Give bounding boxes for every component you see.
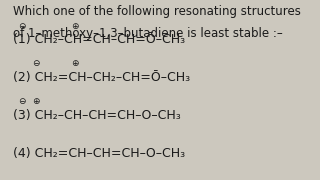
Text: (1) CH₂–CH=CH–CH=Ō–CH₃: (1) CH₂–CH=CH–CH=Ō–CH₃ bbox=[13, 33, 185, 46]
Text: ⊖: ⊖ bbox=[19, 22, 26, 31]
Text: ⊖: ⊖ bbox=[32, 59, 40, 68]
Text: (2) CH₂=CH–CH₂–CH=Ō–CH₃: (2) CH₂=CH–CH₂–CH=Ō–CH₃ bbox=[13, 71, 190, 84]
Text: (3) CH₂–CH–CH=CH–O–CH₃: (3) CH₂–CH–CH=CH–O–CH₃ bbox=[13, 109, 180, 122]
Text: ⊕: ⊕ bbox=[32, 97, 39, 106]
Text: (4) CH₂=CH–CH=CH–O–CH₃: (4) CH₂=CH–CH=CH–O–CH₃ bbox=[13, 147, 185, 159]
Text: ⊕: ⊕ bbox=[71, 22, 79, 31]
Text: of 1–methoxy–1,3–butadiene is least stable :–: of 1–methoxy–1,3–butadiene is least stab… bbox=[13, 27, 283, 40]
Text: ⊕: ⊕ bbox=[71, 59, 79, 68]
Text: Which one of the following resonating structures: Which one of the following resonating st… bbox=[13, 5, 301, 18]
Text: ⊖: ⊖ bbox=[19, 97, 26, 106]
